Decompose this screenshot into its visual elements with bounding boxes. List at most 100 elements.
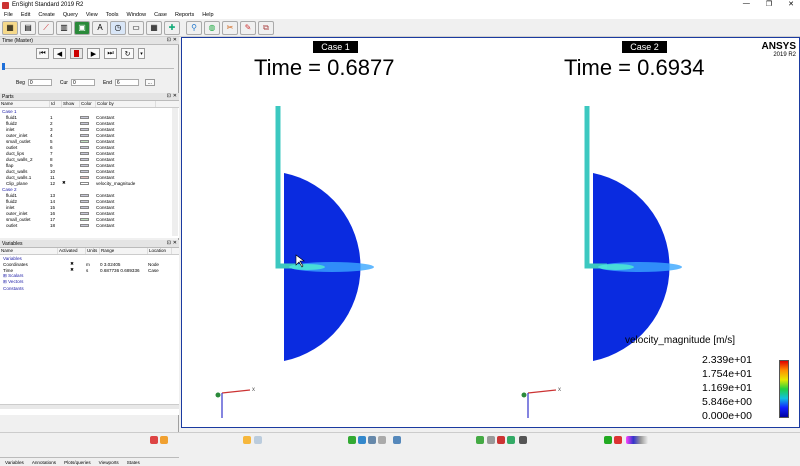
plane-tool-icon[interactable] bbox=[507, 436, 515, 444]
case-group-row[interactable]: Case 1 bbox=[0, 108, 172, 114]
parts-icon[interactable]: ▦ bbox=[2, 20, 18, 35]
part-row[interactable]: flap 9 Constant bbox=[0, 162, 172, 168]
time-slider[interactable] bbox=[2, 63, 174, 70]
menu-window[interactable]: Window bbox=[126, 11, 147, 18]
part-color-swatch[interactable] bbox=[80, 223, 96, 228]
minimize-button[interactable]: — bbox=[742, 0, 750, 7]
fit-icon[interactable] bbox=[378, 436, 386, 444]
col-id[interactable]: Id bbox=[50, 101, 62, 107]
time-slider-thumb[interactable] bbox=[2, 63, 5, 70]
tab-annotations[interactable]: Annotations bbox=[31, 459, 57, 465]
part-row[interactable]: small_outlet 5 Constant bbox=[0, 138, 172, 144]
col-color-by[interactable]: Color by bbox=[96, 101, 156, 107]
pick-icon[interactable] bbox=[254, 436, 262, 444]
menu-view[interactable]: View bbox=[85, 11, 98, 18]
col-activated[interactable]: Activated bbox=[58, 248, 86, 254]
close-icon[interactable]: ✕ bbox=[172, 93, 177, 99]
tools-icon[interactable]: ✂ bbox=[222, 20, 238, 35]
part-row[interactable]: duct_walls_2 8 Constant bbox=[0, 156, 172, 162]
tab-states[interactable]: States bbox=[126, 459, 140, 465]
graphics-viewport[interactable]: Case 1 Case 2 Time = 0.6877 Time = 0.693… bbox=[181, 37, 800, 428]
part-show[interactable]: ✖ bbox=[62, 180, 66, 185]
part-row[interactable]: inlet 3 Constant bbox=[0, 126, 172, 132]
clock-icon[interactable]: ◷ bbox=[110, 20, 126, 35]
stop-button[interactable] bbox=[70, 48, 83, 59]
col-units[interactable]: Units bbox=[86, 248, 100, 254]
point-tool-icon[interactable] bbox=[519, 436, 527, 444]
case-group-row[interactable]: Case 2 bbox=[0, 186, 172, 192]
part-row[interactable]: duct_lips 7 Constant bbox=[0, 150, 172, 156]
beg-input[interactable] bbox=[27, 79, 52, 86]
part-row[interactable]: duct_walls.1 11 Constant bbox=[0, 174, 172, 180]
keyframe-icon[interactable]: ✚ bbox=[164, 20, 180, 35]
flipbook-icon[interactable]: ▭ bbox=[128, 20, 144, 35]
menu-reports[interactable]: Reports bbox=[174, 11, 195, 18]
time-options-button[interactable]: ... bbox=[144, 79, 155, 86]
part-row[interactable]: outer_inlet 16 Constant bbox=[0, 210, 172, 216]
transform-icon[interactable] bbox=[393, 436, 401, 444]
menu-case[interactable]: Case bbox=[154, 11, 167, 18]
record-icon[interactable] bbox=[150, 436, 158, 444]
part-row[interactable]: outlet 6 Constant bbox=[0, 144, 172, 150]
part-color-swatch[interactable] bbox=[80, 157, 96, 162]
rotate-icon[interactable] bbox=[358, 436, 366, 444]
tab-variables[interactable]: Variables bbox=[5, 459, 24, 465]
pin-icon[interactable]: ⊡ bbox=[166, 240, 171, 246]
close-icon[interactable]: ✕ bbox=[172, 37, 177, 43]
color-icon[interactable] bbox=[614, 436, 622, 444]
part-color-swatch[interactable] bbox=[80, 211, 96, 216]
maximize-button[interactable]: ❐ bbox=[765, 1, 773, 8]
fire-icon[interactable] bbox=[160, 436, 168, 444]
part-row[interactable]: fluid2 2 Constant bbox=[0, 120, 172, 126]
go-to-end-button[interactable]: ⏭ bbox=[104, 48, 117, 59]
plot-icon[interactable]: ⟋ bbox=[38, 20, 54, 35]
part-color-swatch[interactable] bbox=[80, 127, 96, 132]
go-to-start-button[interactable]: ⏮ bbox=[36, 48, 49, 59]
part-color-swatch[interactable] bbox=[80, 169, 96, 174]
part-row[interactable]: duct_walls 10 Constant bbox=[0, 168, 172, 174]
table-icon[interactable]: ▤ bbox=[20, 20, 36, 35]
part-color-swatch[interactable] bbox=[80, 163, 96, 168]
close-icon[interactable]: ✕ bbox=[172, 240, 177, 246]
line-tool-icon[interactable] bbox=[497, 436, 505, 444]
pin-icon[interactable]: ⊡ bbox=[166, 37, 171, 43]
menu-create[interactable]: Create bbox=[38, 11, 55, 18]
pin-icon[interactable]: ⊡ bbox=[166, 93, 171, 99]
menu-tools[interactable]: Tools bbox=[105, 11, 119, 18]
annotation-text-icon[interactable]: A bbox=[92, 20, 108, 35]
parts-scrollbar[interactable] bbox=[172, 108, 178, 236]
col-range[interactable]: Range bbox=[100, 248, 148, 254]
menu-edit[interactable]: Edit bbox=[20, 11, 31, 18]
part-color-swatch[interactable] bbox=[80, 151, 96, 156]
part-color-swatch[interactable] bbox=[80, 139, 96, 144]
part-color-swatch[interactable] bbox=[80, 121, 96, 126]
play-backward-button[interactable]: ◀ bbox=[53, 48, 66, 59]
movie-icon[interactable]: ▦ bbox=[146, 20, 162, 35]
part-row[interactable]: outer_inlet 4 Constant bbox=[0, 132, 172, 138]
query-icon[interactable]: ▥ bbox=[56, 20, 72, 35]
col-var-name[interactable]: Name bbox=[0, 248, 58, 254]
cur-input[interactable] bbox=[70, 79, 95, 86]
part-color-swatch[interactable] bbox=[80, 193, 96, 198]
part-color-swatch[interactable] bbox=[80, 133, 96, 138]
part-row[interactable]: Clip_plane 12 ✖ velocity_magnitude bbox=[0, 180, 172, 186]
col-show[interactable]: Show bbox=[62, 101, 80, 107]
variable-group-row[interactable]: ⊞ Scalars bbox=[0, 273, 179, 279]
variables-icon[interactable]: ▣ bbox=[74, 20, 90, 35]
translate-icon[interactable] bbox=[368, 436, 376, 444]
variable-group-row[interactable]: Constants bbox=[0, 285, 179, 291]
col-location[interactable]: Location bbox=[148, 248, 172, 254]
tab-viewports[interactable]: Viewports bbox=[98, 459, 119, 465]
menu-query[interactable]: Query bbox=[62, 11, 78, 18]
mesh-icon[interactable]: ⧉ bbox=[258, 20, 274, 35]
variable-row[interactable]: Time ✖ s 0.687736 0.689336 Case bbox=[0, 267, 179, 273]
palette-swatch-icon[interactable] bbox=[626, 436, 648, 444]
part-color-swatch[interactable] bbox=[80, 145, 96, 150]
part-row[interactable]: fluid1 1 Constant bbox=[0, 114, 172, 120]
part-color-swatch[interactable] bbox=[80, 217, 96, 222]
part-row[interactable]: fluid2 14 Constant bbox=[0, 198, 172, 204]
part-row[interactable]: fluid1 13 Constant bbox=[0, 192, 172, 198]
globe-icon[interactable]: ◍ bbox=[204, 20, 220, 35]
part-color-swatch[interactable] bbox=[80, 181, 96, 186]
tab-plots-queries[interactable]: Plots/queries bbox=[64, 459, 91, 465]
